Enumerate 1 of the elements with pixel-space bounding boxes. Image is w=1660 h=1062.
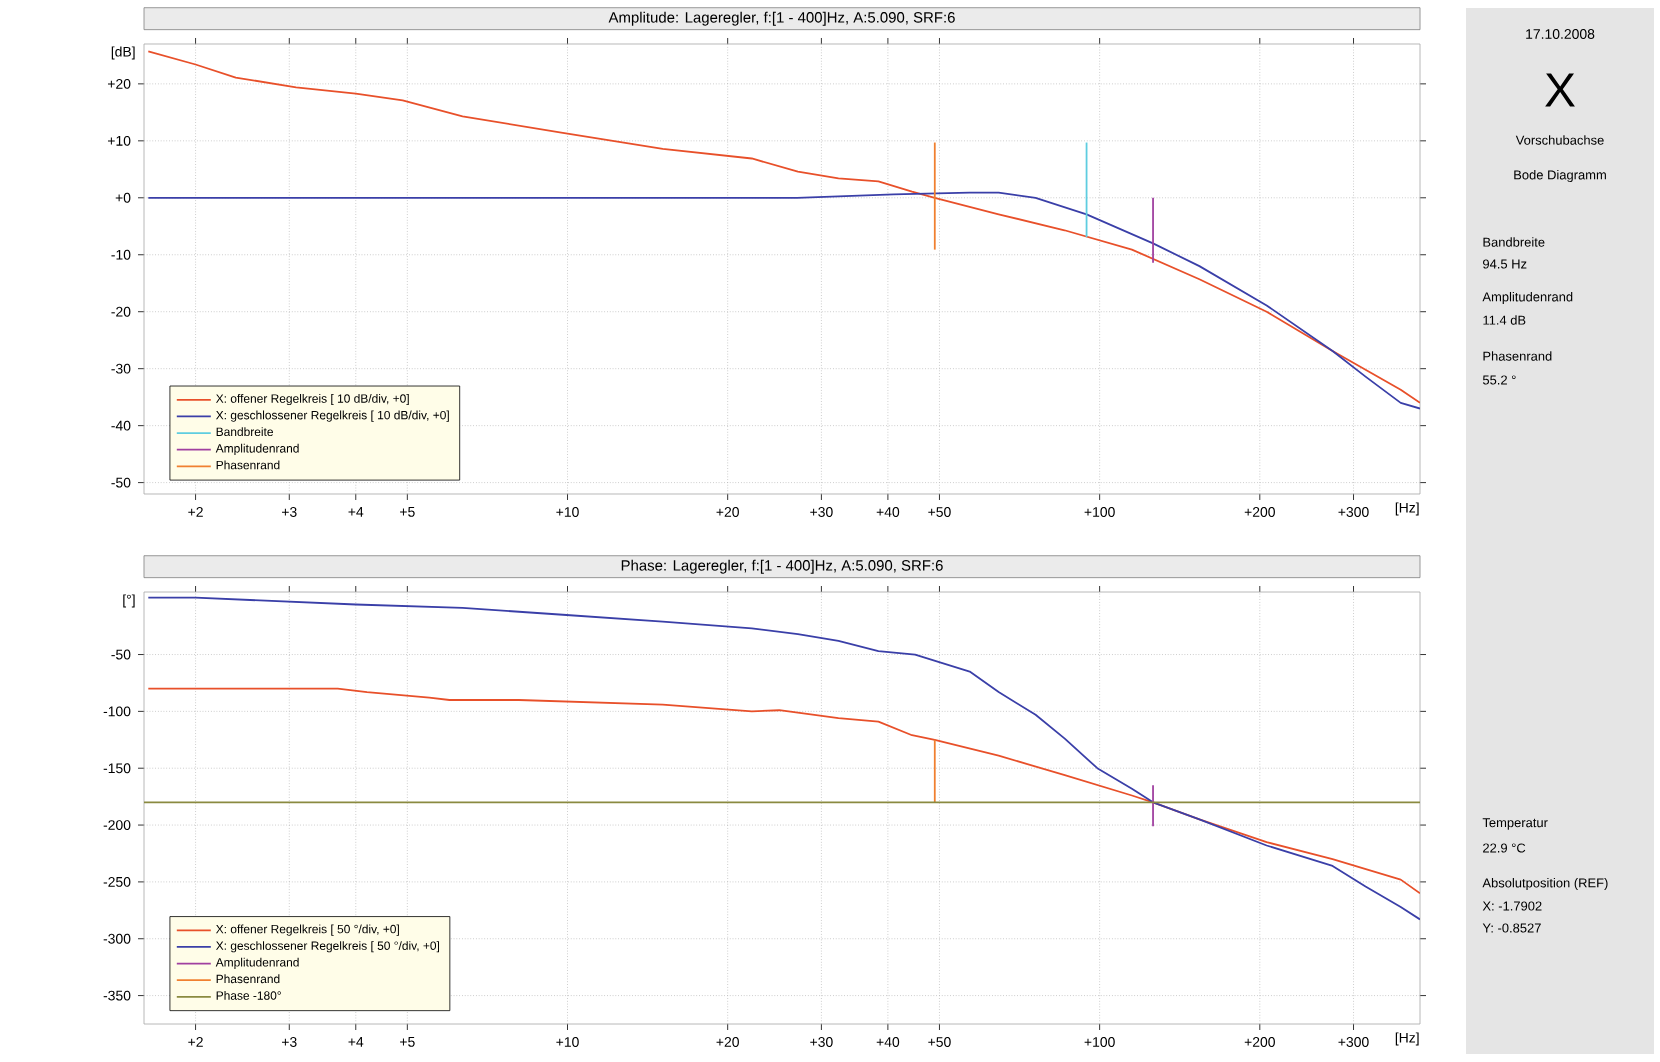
text: X <box>1545 73 1575 107</box>
